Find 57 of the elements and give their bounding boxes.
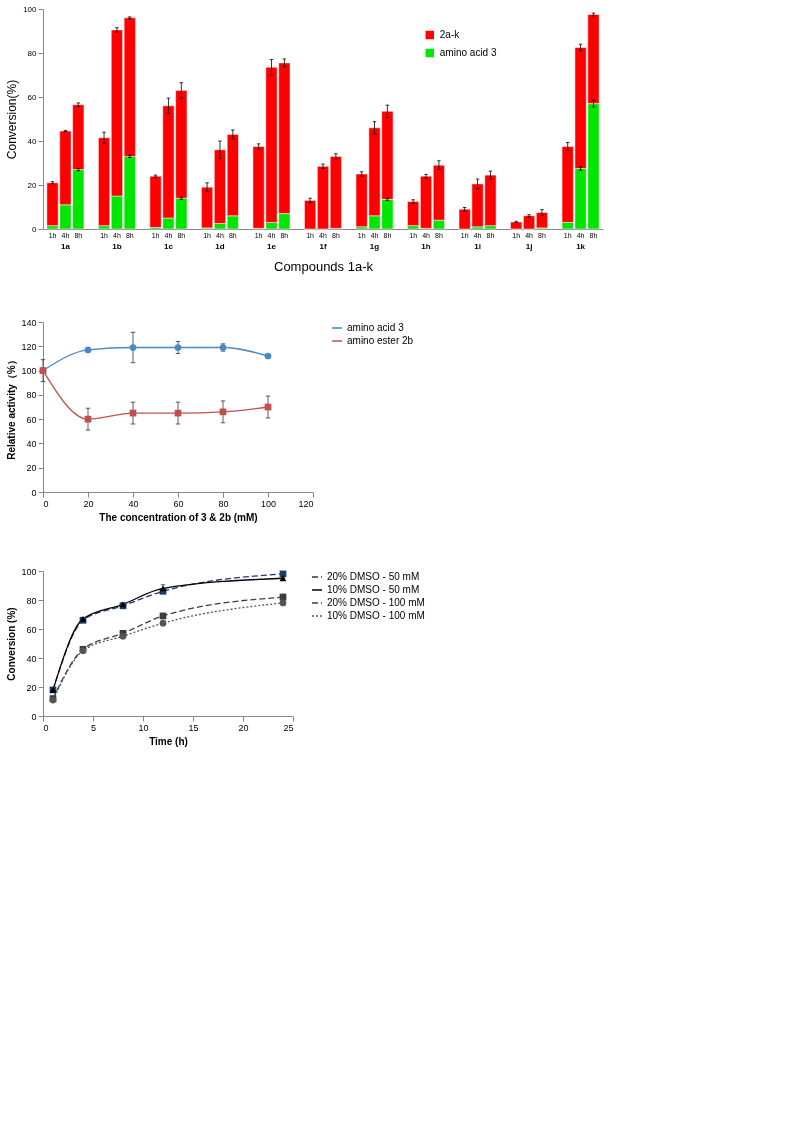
text: 1h [421, 242, 431, 251]
y-tick-label: 40 [26, 438, 37, 449]
y-tick-label: 100 [21, 366, 37, 377]
y-tick-label: 80 [27, 48, 38, 58]
x-tick-label: 20 [83, 498, 94, 509]
x-tick-label: 20 [238, 722, 249, 733]
y-tick-label: 0 [31, 487, 37, 498]
x-axis-title: Compounds 1a-k [274, 258, 374, 274]
y-tick-label: 20 [26, 463, 37, 474]
x-tick-label: 100 [260, 498, 277, 509]
text: 1c [163, 242, 174, 251]
y-tick-label: 60 [26, 414, 37, 425]
y-axis-title: Conversion (%) [6, 607, 18, 681]
y-tick-label: 80 [26, 390, 37, 401]
legend-label: amino acid 3 [439, 47, 497, 58]
x-tick-label: 15 [188, 722, 199, 733]
text: 1j [525, 242, 533, 251]
y-tick-label: 120 [21, 341, 37, 352]
y-tick-label: 60 [27, 92, 38, 102]
text: 1b [112, 242, 122, 251]
text: 1f [319, 242, 327, 251]
y-tick-label: 40 [26, 653, 37, 664]
legend-label: 20% DMSO - 100 mM [327, 597, 425, 608]
x-tick-label: 60 [173, 498, 184, 509]
x-axis-title: The concentration of 3 & 2b (mM) [99, 511, 258, 523]
y-axis-title: Conversion(%) [5, 79, 20, 160]
y-tick-label: 140 [21, 317, 37, 328]
legend-label: 10% DMSO - 100 mM [327, 610, 425, 621]
text: 1i [474, 242, 481, 251]
y-tick-label: 100 [21, 566, 37, 577]
y-tick-label: 40 [27, 136, 38, 146]
x-tick-label: 120 [298, 498, 314, 509]
y-tick-label: 0 [31, 711, 37, 722]
x-tick-label: 10 [138, 722, 149, 733]
x-axis-title: Time (h) [149, 735, 188, 747]
x-tick-label: 40 [128, 498, 139, 509]
y-tick-label: 80 [26, 595, 37, 606]
legend-label: amino acid 3 [347, 322, 405, 333]
text: 1e [267, 242, 277, 251]
x-tick-label: 5 [90, 722, 97, 733]
y-tick-label: 20 [27, 180, 38, 190]
legend-label: 20% DMSO - 50 mM [327, 571, 420, 582]
y-axis-title: Relative activity（%） [6, 355, 18, 460]
text: 1g [369, 242, 380, 251]
text: 1a [60, 242, 71, 251]
y-tick-label: 60 [26, 624, 37, 635]
legend-label: 2a-k [439, 29, 461, 40]
x-tick-label: 25 [283, 722, 294, 733]
y-tick-label: 20 [26, 682, 37, 693]
x-tick-label: 0 [43, 722, 49, 733]
legend-label: amino ester 2b [347, 335, 414, 346]
y-tick-label: 100 [23, 4, 38, 14]
x-tick-label: 0 [43, 498, 49, 509]
x-tick-label: 80 [218, 498, 229, 509]
legend-label: 10% DMSO - 50 mM [327, 584, 420, 595]
text: 1d [215, 242, 225, 251]
text: 1k [576, 242, 586, 251]
